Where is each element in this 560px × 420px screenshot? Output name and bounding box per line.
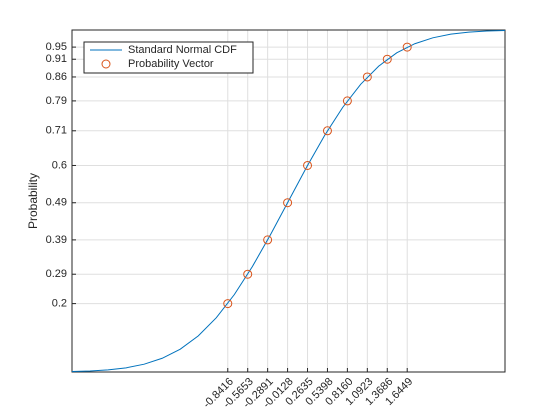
y-tick-label: 0.6	[52, 159, 67, 171]
y-tick-label: 0.95	[46, 41, 67, 53]
legend-label: Standard Normal CDF	[128, 44, 237, 56]
data-point	[402, 42, 412, 52]
y-tick-label: 0.79	[46, 95, 67, 107]
data-point	[243, 269, 253, 279]
data-point	[362, 72, 372, 82]
y-tick-label: 0.86	[46, 71, 67, 83]
y-axis-label: Probability	[26, 173, 40, 229]
y-tick-label: 0.39	[46, 234, 67, 246]
legend-box	[83, 41, 254, 74]
data-point	[303, 160, 313, 170]
data-point	[382, 54, 392, 64]
data-point	[322, 126, 332, 136]
legend: Standard Normal CDF Probability Vector	[83, 41, 254, 74]
data-point	[263, 235, 273, 245]
y-tick-label: 0.2	[52, 298, 67, 310]
data-point	[223, 299, 233, 309]
axes-box	[71, 29, 506, 373]
y-tick-label: 0.91	[46, 53, 67, 65]
data-point	[283, 198, 293, 208]
data-point	[342, 96, 352, 106]
y-tick-label: 0.71	[46, 125, 67, 137]
y-tick-label: 0.49	[46, 197, 67, 209]
y-tick-label: 0.29	[46, 268, 67, 280]
cdf-line	[71, 29, 506, 373]
legend-swatch	[101, 59, 111, 69]
legend-label: Probability Vector	[128, 58, 214, 70]
